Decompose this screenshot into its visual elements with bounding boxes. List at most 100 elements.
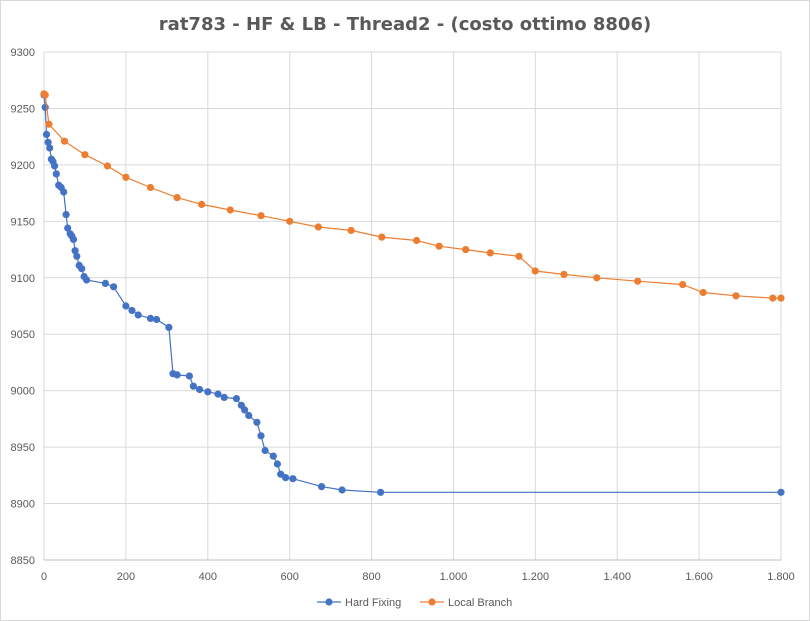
y-tick-label: 9000 [11,386,35,398]
data-point [128,306,136,315]
data-point [101,279,109,287]
data-point [634,277,642,285]
series-hard-fixing [40,91,785,496]
data-point [52,170,60,178]
x-tick-label: 400 [199,571,217,583]
data-point [531,267,539,275]
data-point [204,388,212,396]
data-point [232,395,240,403]
y-tick-label: 9150 [11,216,35,228]
y-tick-label: 9050 [11,329,35,341]
data-point [73,252,81,260]
x-tick-label: 1.800 [767,571,795,583]
data-point [64,224,72,232]
data-point [777,488,785,496]
data-point [46,144,54,152]
data-point [462,246,470,254]
data-point [78,265,86,273]
series-line [43,94,781,493]
data-point [173,371,181,379]
x-tick-label: 800 [362,571,380,583]
y-tick-label: 9200 [11,160,35,172]
y-tick-label: 9100 [11,273,35,285]
series-line [43,93,781,299]
data-point [241,406,249,414]
data-point [282,474,290,482]
data-point [214,390,222,398]
data-point [220,393,228,401]
y-tick-label: 8850 [11,555,35,567]
legend-label: Hard Fixing [345,597,401,609]
data-point [245,411,253,420]
data-point [699,288,707,297]
data-point [51,162,59,170]
data-point [146,183,155,192]
x-tick-label: 600 [280,571,298,583]
data-point [732,292,740,300]
data-point [134,311,142,319]
data-point [347,226,355,234]
data-point [41,103,49,111]
data-point [69,235,78,243]
data-point [122,173,130,181]
data-point [261,446,269,455]
data-point [515,252,523,260]
legend-item: Hard Fixing [317,597,401,609]
data-point [103,162,112,170]
legend-marker [325,598,333,606]
data-point [435,242,443,250]
x-tick-label: 1.200 [522,571,550,583]
data-point [62,211,70,219]
data-point [560,270,568,278]
data-point [413,236,421,245]
data-point [314,223,322,231]
legend: Hard Fixing Local Branch [317,597,512,609]
data-point [377,488,385,496]
gridlines [43,51,782,561]
series-group [40,90,785,496]
legend-label: Local Branch [448,597,512,609]
legend-marker [428,598,436,606]
data-point [257,212,265,220]
data-point [81,151,89,159]
data-point [253,418,261,426]
x-tick-label: 1.600 [685,571,713,583]
data-point [226,206,234,214]
series-local-branch [40,90,785,302]
data-point [60,188,68,196]
data-point [71,247,79,255]
data-point [273,460,281,468]
data-point [60,137,69,145]
x-tick-label: 1.000 [440,571,468,583]
y-tick-label: 8950 [11,442,35,454]
data-point [486,249,494,257]
y-tick-label: 9250 [11,103,35,115]
data-point [165,323,173,331]
data-point [153,315,161,324]
data-point [679,281,687,289]
data-point [289,475,297,483]
tick-labels: 8850 8900 8950 9000 9050 9100 9150 9200 9250 9300… [11,47,795,583]
data-point [185,372,193,380]
chart-title: rat783 - HF & LB - Thread2 - (costo otti… [159,14,651,35]
data-point [83,276,91,284]
data-point [122,302,130,310]
data-point [593,274,601,282]
data-point [42,130,51,138]
data-point [318,483,326,491]
data-point [173,194,181,202]
data-point [769,294,777,302]
data-point [41,91,49,99]
data-point [189,382,197,390]
data-point [338,486,346,494]
data-point [110,283,118,291]
data-point [286,217,294,225]
x-tick-label: 1.400 [603,571,631,583]
x-tick-label: 200 [117,571,135,583]
data-point [45,120,53,128]
x-tick-label: 0 [41,571,47,583]
data-point [257,432,265,440]
data-point [777,294,785,302]
